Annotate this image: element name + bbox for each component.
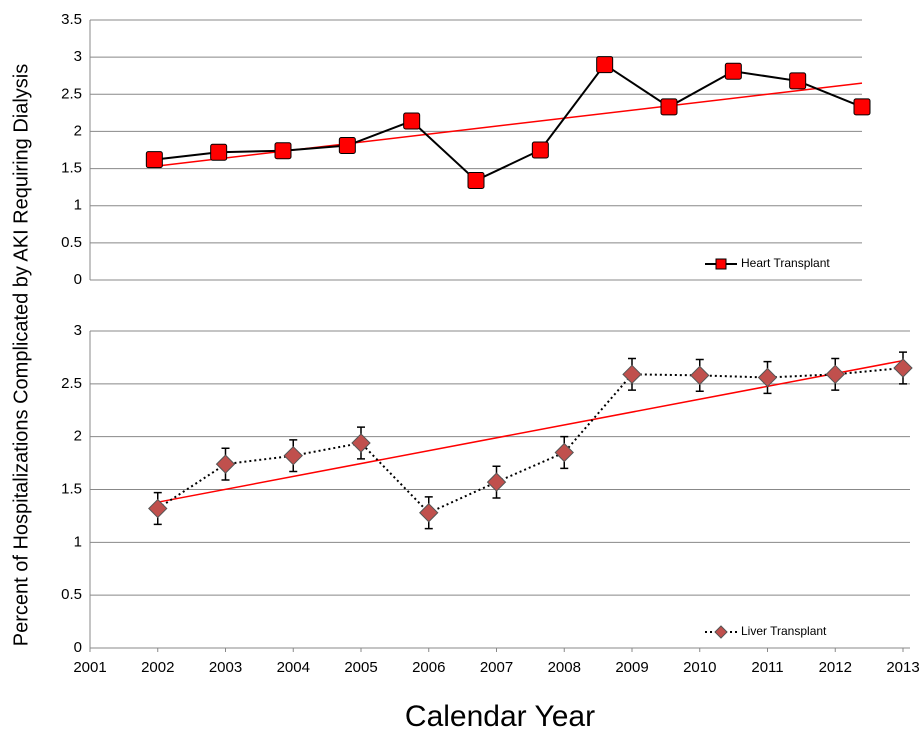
y-tick-label: 2 — [74, 122, 82, 139]
x-tick-label: 2007 — [480, 659, 513, 676]
marker — [853, 98, 871, 116]
y-tick-label: 1.5 — [61, 160, 82, 177]
x-tick-label: 2013 — [886, 659, 919, 676]
marker — [338, 137, 356, 155]
y-tick-label: 0.5 — [61, 234, 82, 251]
marker — [724, 62, 742, 80]
y-tick-label: 3 — [74, 48, 82, 65]
y-tick-label: 3.5 — [61, 11, 82, 28]
x-tick-label: 2002 — [141, 659, 174, 676]
marker — [467, 171, 485, 189]
marker — [660, 98, 678, 116]
y-tick-label: 0.5 — [61, 586, 82, 603]
marker — [531, 141, 549, 159]
series-line — [154, 63, 863, 182]
y-tick-label: 1.5 — [61, 480, 82, 497]
legend-marker — [714, 625, 728, 639]
marker — [419, 503, 439, 523]
marker — [789, 72, 807, 90]
marker — [825, 364, 845, 385]
marker — [215, 454, 236, 474]
x-tick-label: 2011 — [751, 659, 783, 676]
marker — [596, 56, 614, 74]
marker — [210, 143, 228, 161]
marker — [893, 358, 913, 378]
legend-label: Heart Transplant — [741, 256, 830, 270]
x-tick-label: 2006 — [412, 659, 445, 676]
trendline — [157, 359, 904, 503]
marker — [622, 364, 642, 385]
y-tick-label: 0 — [74, 271, 82, 288]
x-axis-label: Calendar Year — [405, 700, 595, 733]
x-tick-label: 2010 — [683, 659, 716, 676]
marker — [690, 365, 710, 386]
y-axis-label: Percent of Hospitalizations Complicated … — [10, 64, 32, 647]
y-tick-label: 2.5 — [61, 375, 82, 392]
y-tick-label: 1 — [74, 197, 82, 214]
marker — [274, 142, 292, 160]
marker — [283, 445, 303, 466]
x-tick-label: 2001 — [73, 659, 106, 676]
x-tick-label: 2005 — [344, 659, 377, 676]
marker — [486, 472, 507, 492]
marker — [403, 112, 421, 130]
y-tick-label: 0 — [74, 639, 82, 656]
x-tick-label: 2004 — [277, 659, 310, 676]
marker — [351, 433, 371, 453]
marker — [148, 498, 168, 519]
series-line — [157, 366, 904, 514]
y-tick-label: 2.5 — [61, 85, 82, 102]
y-tick-label: 3 — [74, 322, 82, 339]
legend-label: Liver Transplant — [741, 624, 827, 638]
trendline — [154, 82, 863, 168]
y-tick-label: 2 — [74, 428, 82, 445]
x-tick-label: 2008 — [548, 659, 581, 676]
legend-marker — [715, 258, 727, 270]
x-tick-label: 2003 — [209, 659, 242, 676]
marker — [145, 151, 163, 169]
marker — [554, 442, 574, 463]
x-tick-label: 2009 — [615, 659, 648, 676]
x-tick-label: 2012 — [819, 659, 852, 676]
marker — [757, 367, 778, 388]
y-tick-label: 1 — [74, 533, 82, 550]
